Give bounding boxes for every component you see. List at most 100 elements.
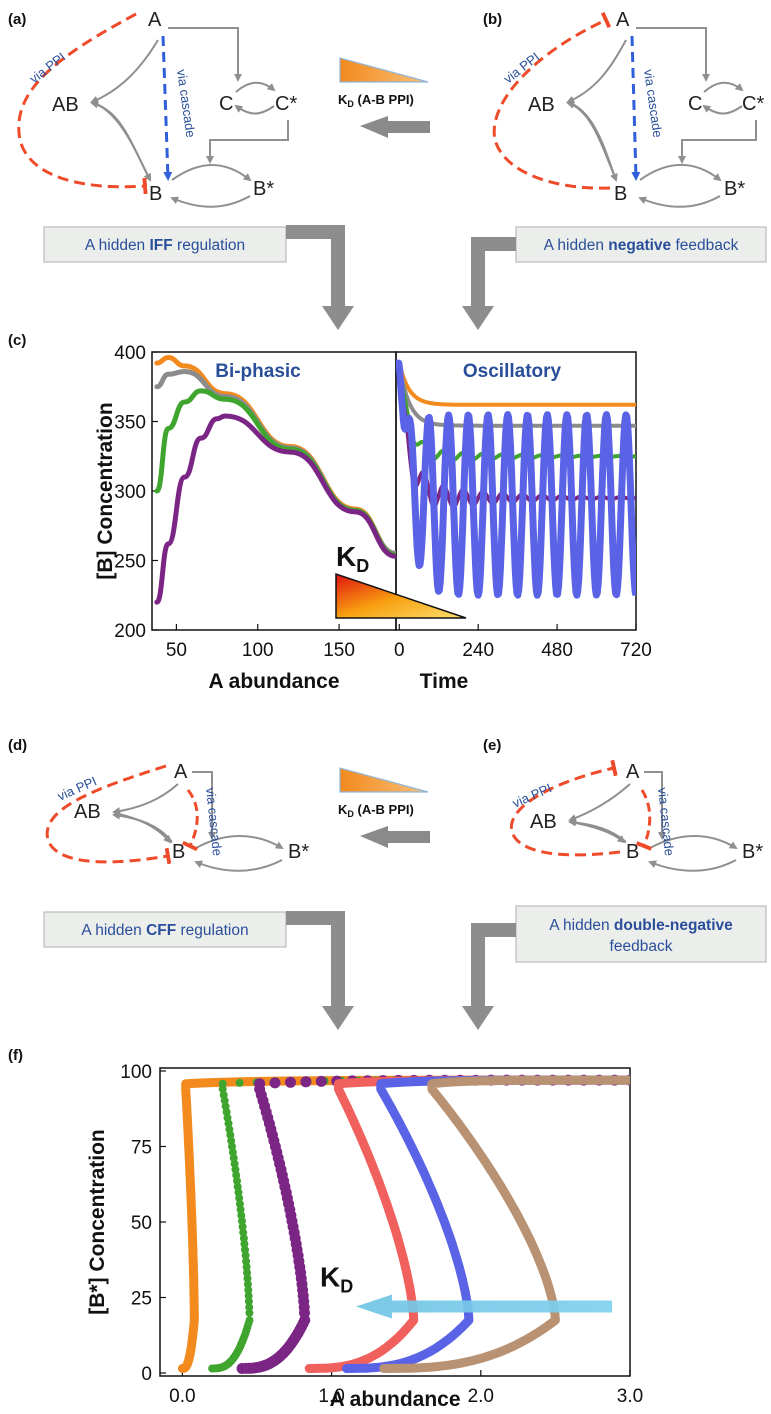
edge-a-to-ab: [566, 39, 627, 104]
node-c: C: [219, 93, 233, 115]
x-tick-label: 3.0: [617, 1386, 643, 1407]
series-line-purple: [154, 413, 396, 605]
chart-c: 200 250 300 350 400 50 100 150 0 240 480 720 [B] Con…: [94, 343, 652, 693]
via-ppi-label: via PPI: [27, 49, 69, 86]
elbow-arrow-neg: [471, 237, 516, 312]
inhibition-via-cascade: [635, 789, 653, 851]
box-neg-bg: [515, 226, 767, 263]
x-tick-label: 0.0: [169, 1386, 195, 1407]
node-a: A: [616, 9, 630, 31]
kd-wedge: [339, 767, 429, 793]
edge-a-to-b-cycle: [192, 771, 216, 840]
via-cascade-label: via cascade: [641, 68, 665, 138]
panel-b: (b) A AB B C C* B* via PPI via cascade: [483, 9, 764, 208]
box-dneg-text-2: feedback: [610, 938, 673, 955]
via-ppi-label: via PPI: [510, 780, 554, 810]
elbow-arrow-iff: [286, 225, 345, 312]
series-point-green: [245, 1308, 254, 1317]
edge-b-to-bs: [639, 164, 722, 182]
x-axis-label: A abundance: [208, 670, 339, 693]
inhibition-via-ppi: [45, 764, 172, 865]
series-line-tan: [379, 1075, 630, 1373]
edge-a-to-ab: [112, 783, 179, 816]
edge-b-to-ab: [566, 101, 617, 181]
edge-bs-to-b: [648, 859, 737, 872]
node-b-star: B*: [288, 841, 309, 863]
series-point-green: [245, 1303, 254, 1312]
series-point-green: [244, 1291, 253, 1300]
panel-d-tag: (d): [8, 737, 27, 754]
edge-bs-to-b: [194, 859, 283, 872]
y-tick-label: 350: [114, 413, 146, 434]
y-tick-label: 400: [114, 343, 146, 364]
y-axis-label: [B] Concentration: [94, 402, 117, 579]
series-point-green: [245, 1316, 254, 1325]
edge-b-to-ab: [90, 100, 151, 181]
kd-gradient-triangle: [335, 572, 467, 619]
box-negative-feedback: A hidden negative feedback: [515, 226, 767, 263]
panel-f-tag: (f): [8, 1047, 23, 1064]
inhibition-via-ppi: [17, 12, 148, 195]
series-point-green: [235, 1199, 244, 1208]
series-point-purple: [285, 1076, 296, 1088]
node-a: A: [174, 761, 188, 783]
panel-e: (e) A AB B B* via PPI via cascade: [483, 737, 763, 872]
edge-cs-to-c: [702, 104, 743, 115]
via-cascade-label: via cascade: [174, 68, 198, 138]
elbow-arrow-dneg: [471, 923, 516, 1012]
series-line-green: [154, 388, 396, 558]
node-a: A: [148, 9, 162, 31]
x-tick-label: 150: [323, 640, 355, 661]
elbow-arrowhead-cff: [322, 1006, 354, 1030]
edge-ab-to-b: [113, 812, 172, 844]
node-a: A: [626, 761, 640, 783]
panel-d: (d) A AB B B* via PPI via cascade: [8, 737, 309, 872]
series-point-green: [244, 1297, 253, 1306]
chart-f: 0 25 50 75 100 0.0 1.0 2.0 3.0 [B*] Concentration…: [86, 1062, 643, 1411]
activation-via-cascade: [630, 35, 641, 181]
node-b: B: [172, 841, 185, 863]
kd-legend-mid: KD (A-B PPI): [338, 767, 430, 848]
series-point-purple: [269, 1077, 281, 1089]
y-tick-label: 75: [131, 1138, 152, 1159]
node-c-star: C*: [275, 93, 297, 115]
x-tick-label: 480: [541, 640, 573, 661]
node-b-star: B*: [742, 841, 763, 863]
via-cascade-label: via cascade: [655, 787, 677, 857]
edge-b-to-bs: [649, 835, 738, 850]
box-cff-text: A hidden CFF regulation: [81, 922, 248, 939]
node-c: C: [688, 93, 702, 115]
edge-bs-to-b: [170, 195, 251, 208]
kd-label: KD: [336, 541, 369, 576]
panel-a-tag: (a): [8, 11, 26, 28]
left-block-arrow: [360, 826, 430, 848]
x-tick-label: 2.0: [468, 1386, 494, 1407]
box-iff-text: A hidden IFF regulation: [85, 237, 245, 254]
chart-c-right-frame: [395, 351, 637, 631]
node-ab: AB: [530, 811, 557, 833]
y-axis-label: [B*] Concentration: [86, 1129, 109, 1315]
edge-b-to-ab: [568, 818, 627, 843]
node-ab: AB: [52, 94, 79, 116]
edge-b-to-ab: [112, 811, 173, 843]
elbow-arrow-cff: [286, 911, 345, 1012]
x-tick-label: 100: [242, 640, 274, 661]
via-cascade-label: via cascade: [203, 787, 225, 857]
series-point-green: [239, 1228, 248, 1237]
inhibition-via-ppi: [510, 759, 621, 857]
series-point-green: [243, 1280, 252, 1289]
box-neg-text: A hidden negative feedback: [544, 237, 739, 254]
y-tick-label: 0: [141, 1364, 152, 1385]
series-point-green: [233, 1182, 242, 1191]
edge-ab-to-b: [569, 821, 626, 844]
series-point-green: [242, 1257, 251, 1266]
panel-b-tag: (b): [483, 11, 502, 28]
box-cff-bg: [43, 911, 287, 948]
edge-a-to-ab: [90, 39, 159, 104]
node-b: B: [614, 183, 627, 205]
series-purple: [236, 1074, 630, 1374]
x-axis-label: A abundance: [329, 1388, 460, 1411]
edge-cs-to-c: [234, 104, 275, 115]
box-cff: A hidden CFF regulation: [43, 911, 287, 948]
